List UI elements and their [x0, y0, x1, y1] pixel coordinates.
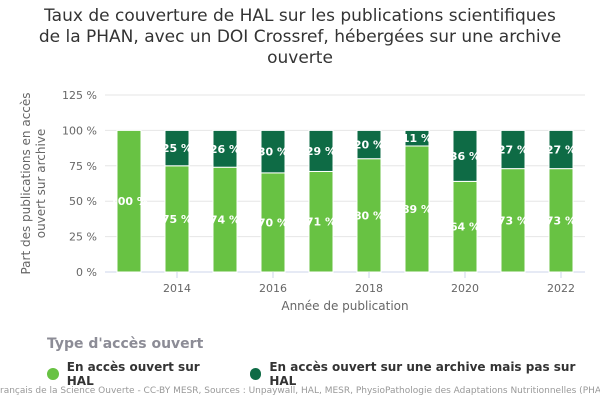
data-label: 75 % [162, 213, 192, 226]
legend-item-hal[interactable]: En accès ouvert sur HAL [47, 360, 228, 388]
y-tick-label: 100 % [62, 124, 97, 137]
legend-label-hal: En accès ouvert sur HAL [66, 360, 200, 388]
x-tick-label: 2020 [451, 282, 479, 295]
legend-title: Type d'accès ouvert [47, 336, 204, 352]
data-label: 73 % [546, 214, 576, 227]
chart-title-line: de la PHAN, avec un DOI Crossref, héberg… [38, 27, 562, 47]
data-label: 36 % [450, 150, 480, 163]
x-tick-label: 2016 [259, 282, 287, 295]
data-label: 25 % [162, 142, 192, 155]
x-tick-label: 2022 [547, 282, 575, 295]
data-label: 20 % [354, 139, 384, 152]
data-label: 100 % [110, 195, 148, 208]
data-label: 27 % [546, 144, 576, 157]
data-label: 71 % [306, 216, 336, 229]
y-tick-label: 50 % [69, 195, 97, 208]
data-label: 27 % [498, 144, 528, 157]
stacked-bar-chart: 0 % 25 % 50 % 75 % 100 % 125 % 100 % 75 % 25 % 74… [19, 89, 585, 313]
data-label: 30 % [258, 146, 288, 159]
y-tick-label: 75 % [69, 160, 97, 173]
credits-text: rançais de la Science Ouverte - CC-BY ME… [0, 386, 600, 396]
y-axis-title: Part des publications en accèsouvert sur… [19, 92, 48, 274]
bar-segment-archive[interactable] [404, 129, 430, 147]
chart-title-line: Taux de couverture de HAL sur les public… [44, 6, 556, 26]
y-tick-label: 125 % [62, 89, 97, 102]
chart-title: Taux de couverture de HAL sur les public… [20, 6, 580, 69]
bar-segment-archive[interactable] [308, 129, 334, 172]
data-label: 73 % [498, 214, 528, 227]
bar-segment-archive[interactable] [212, 129, 238, 168]
bar-segment-hal[interactable] [116, 129, 142, 273]
x-axis-title: Année de publication [281, 299, 408, 313]
legend-swatch-hal [47, 368, 59, 380]
bar-segment-archive[interactable] [452, 129, 478, 182]
y-axis-title-line: ouvert sur archive [34, 129, 48, 239]
data-label: 29 % [306, 145, 336, 158]
bar-segment-archive[interactable] [500, 129, 526, 170]
data-label: 89 % [402, 203, 432, 216]
legend-item-archive[interactable]: En accès ouvert sur une archive mais pas… [249, 360, 600, 388]
legend-swatch-archive [249, 368, 262, 380]
legend-label-archive: En accès ouvert sur une archive mais pas… [269, 360, 576, 388]
bar-segment-archive[interactable] [164, 129, 190, 167]
data-label: 80 % [354, 209, 384, 222]
chart-title-line: ouverte [267, 48, 333, 68]
bar-segment-hal[interactable] [356, 158, 382, 273]
data-label: 11 % [402, 132, 432, 145]
x-tick-label: 2018 [355, 282, 383, 295]
bar-segment-hal[interactable] [404, 145, 430, 273]
legend: En accès ouvert sur HAL En accès ouvert … [47, 360, 600, 388]
data-label: 26 % [210, 143, 240, 156]
y-tick-label: 25 % [69, 231, 97, 244]
bar-segment-hal[interactable] [164, 165, 190, 273]
bar-segment-hal[interactable] [500, 168, 526, 273]
bar-segment-archive[interactable] [548, 129, 574, 170]
bar-segment-archive[interactable] [260, 129, 286, 174]
bar-segment-archive[interactable] [356, 129, 382, 160]
y-axis-title-line: Part des publications en accès [19, 92, 33, 274]
data-label: 70 % [258, 216, 288, 229]
x-tick-label: 2014 [163, 282, 191, 295]
bar-segment-hal[interactable] [212, 166, 238, 273]
credits: rançais de la Science Ouverte - CC-BY ME… [0, 386, 600, 396]
y-tick-label: 0 % [76, 266, 97, 279]
data-label: 64 % [450, 221, 480, 234]
data-label: 74 % [210, 214, 240, 227]
